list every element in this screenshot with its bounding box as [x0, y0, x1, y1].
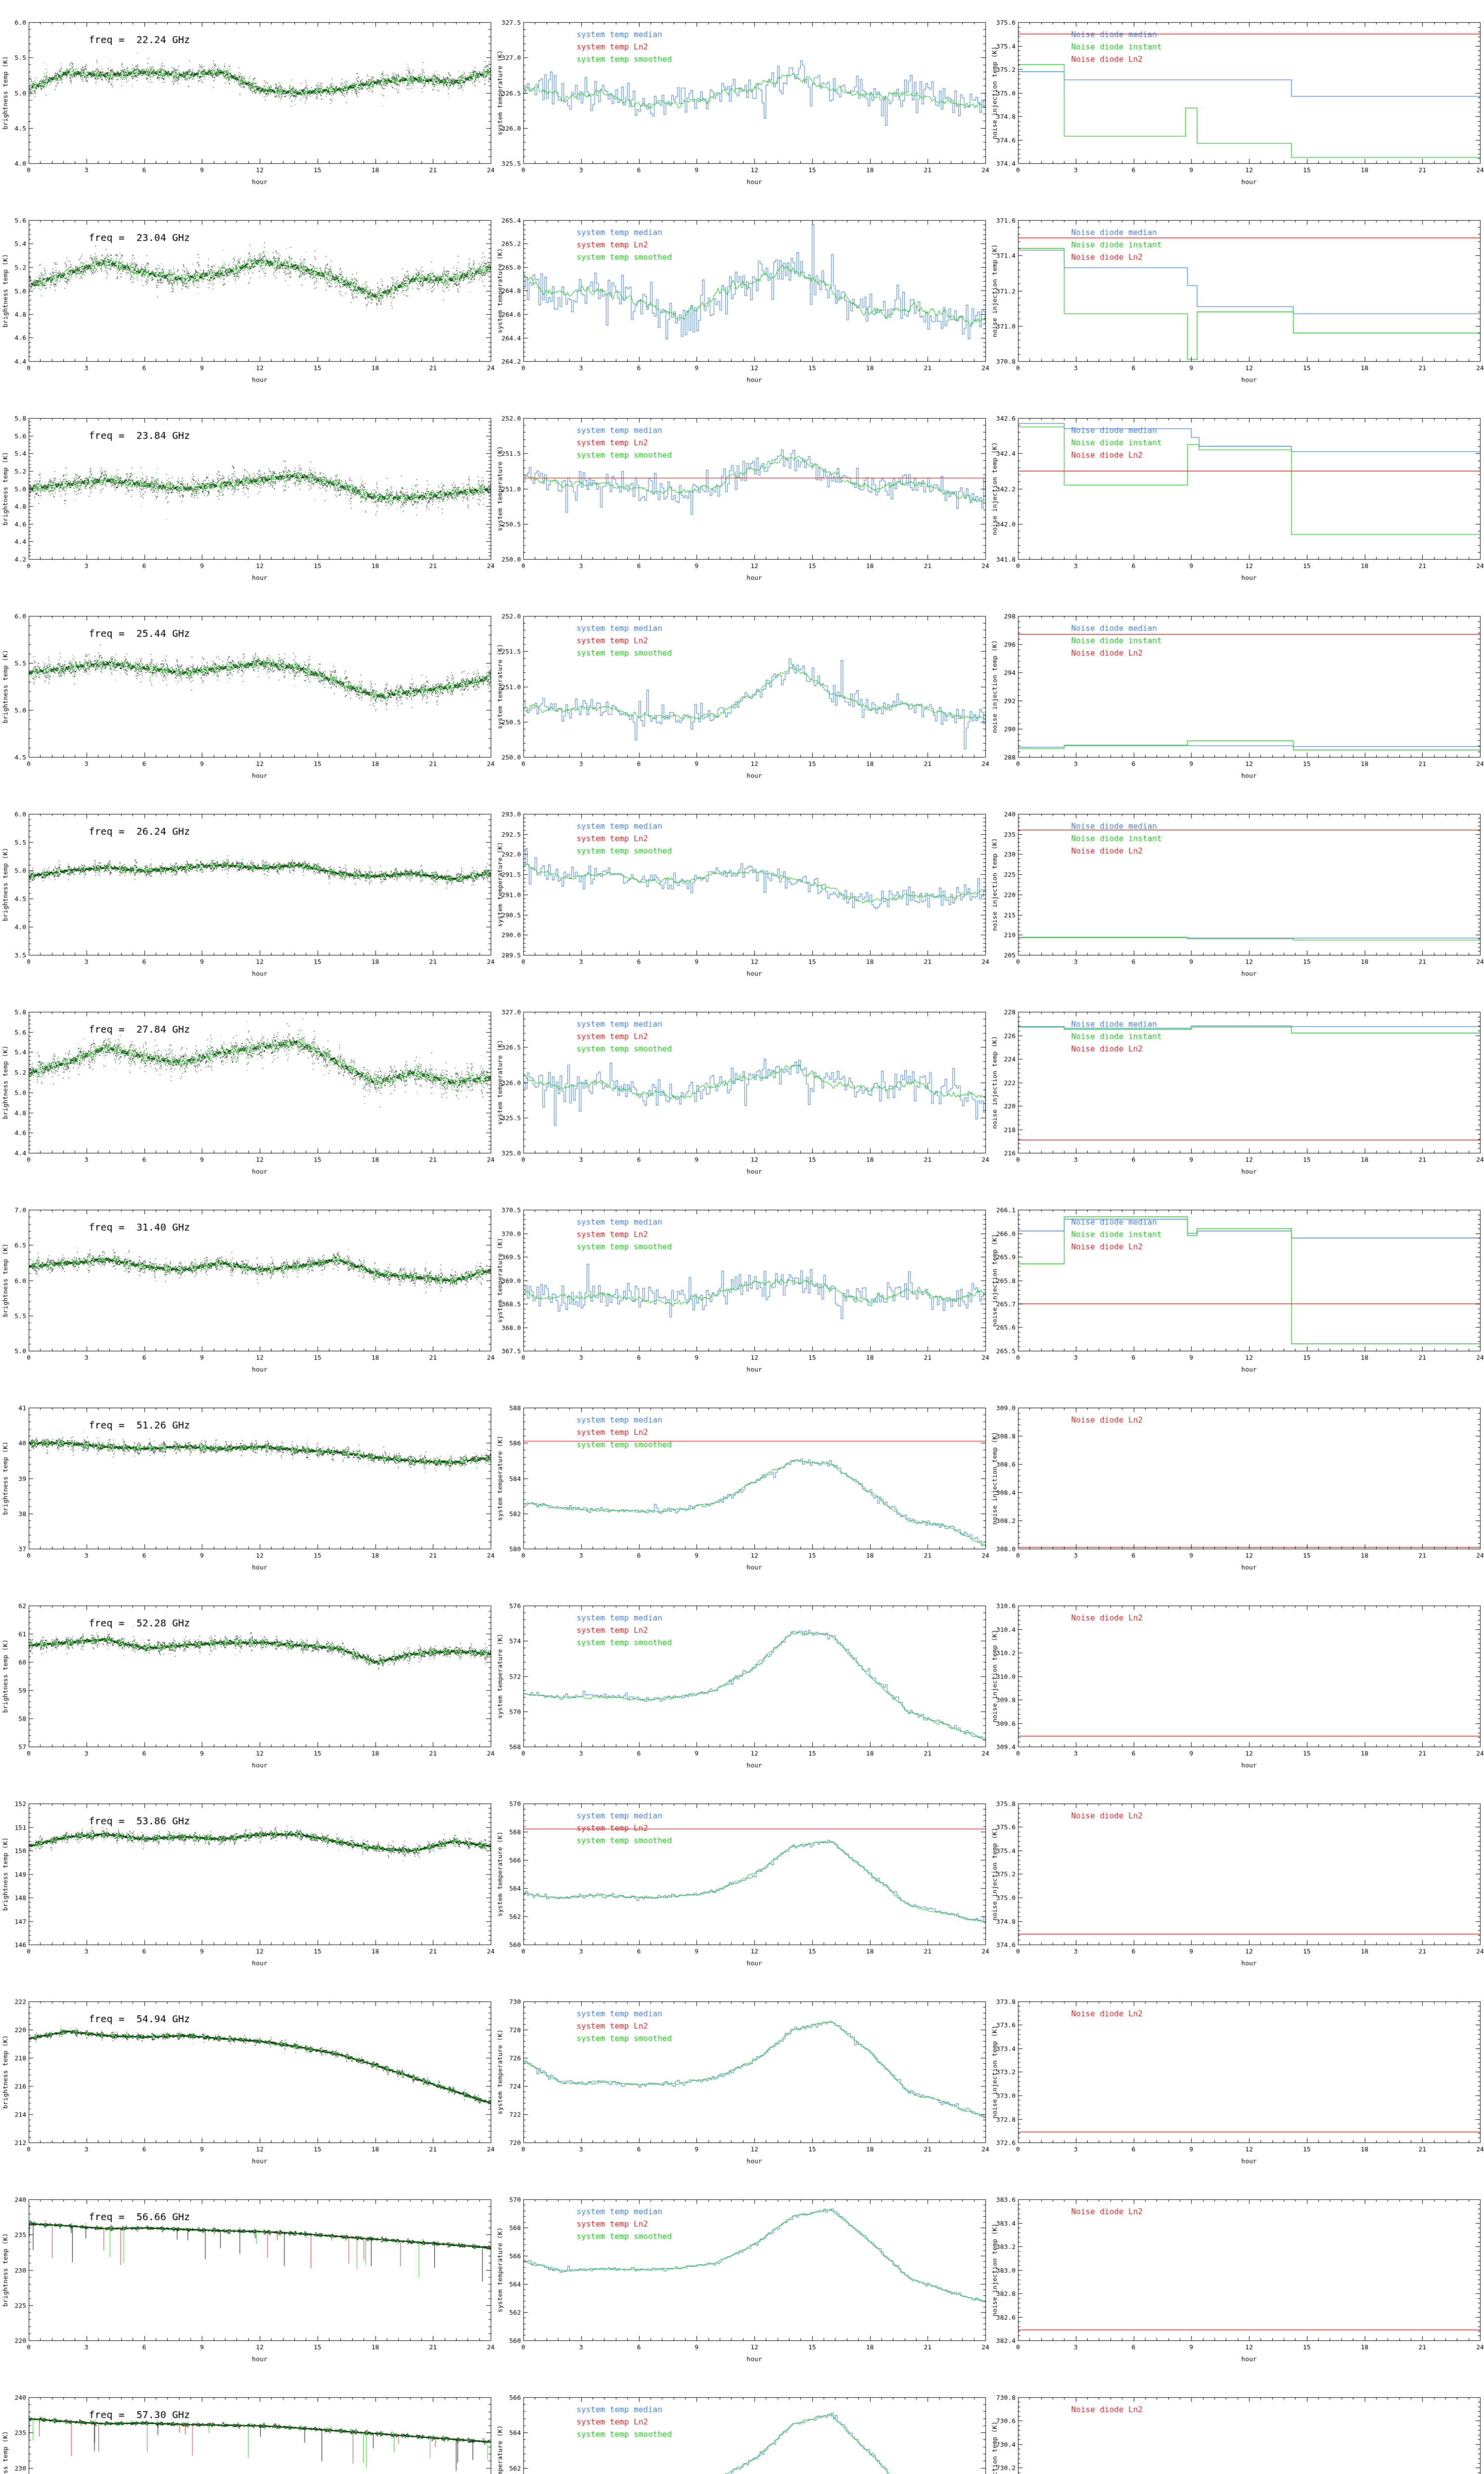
panel-row4-middle — [495, 594, 989, 792]
panel-row8-right-canvas — [989, 1385, 1484, 1583]
panel-row11-right — [989, 1979, 1484, 2177]
panel-row8-middle-canvas — [495, 1385, 989, 1583]
panel-row11-middle-canvas — [495, 1979, 989, 2177]
panel-row4-left — [0, 594, 495, 792]
panel-row7-right-canvas — [989, 1188, 1484, 1385]
panel-row11-right-canvas — [989, 1979, 1484, 2177]
panel-row5-left — [0, 792, 495, 990]
panel-row6-left — [0, 990, 495, 1188]
panel-row13-middle — [495, 2375, 989, 2474]
panel-row12-right — [989, 2177, 1484, 2375]
panel-row6-right — [989, 990, 1484, 1188]
panel-row5-left-canvas — [0, 792, 495, 990]
panel-row12-middle-canvas — [495, 2177, 989, 2375]
panel-row3-right — [989, 396, 1484, 594]
panel-row1-middle — [495, 0, 989, 198]
panel-row11-left — [0, 1979, 495, 2177]
panel-row12-left-canvas — [0, 2177, 495, 2375]
panel-row1-left-canvas — [0, 0, 495, 198]
panel-row5-middle-canvas — [495, 792, 989, 990]
panel-row9-right-canvas — [989, 1583, 1484, 1781]
panel-row9-left-canvas — [0, 1583, 495, 1781]
panel-row7-middle — [495, 1188, 989, 1385]
panel-row2-middle — [495, 198, 989, 396]
panel-row12-left — [0, 2177, 495, 2375]
panel-row7-left-canvas — [0, 1188, 495, 1385]
panel-row6-middle — [495, 990, 989, 1188]
panel-row13-left-canvas — [0, 2375, 495, 2474]
panel-row9-right — [989, 1583, 1484, 1781]
panel-row3-middle-canvas — [495, 396, 989, 594]
panel-row8-right — [989, 1385, 1484, 1583]
panel-row4-left-canvas — [0, 594, 495, 792]
panel-row10-left — [0, 1781, 495, 1979]
panel-row2-middle-canvas — [495, 198, 989, 396]
panel-row2-right-canvas — [989, 198, 1484, 396]
panel-row3-middle — [495, 396, 989, 594]
panel-row5-right — [989, 792, 1484, 990]
panel-row6-middle-canvas — [495, 990, 989, 1188]
panel-row8-middle — [495, 1385, 989, 1583]
panel-row9-left — [0, 1583, 495, 1781]
panel-row12-right-canvas — [989, 2177, 1484, 2375]
panel-row8-left — [0, 1385, 495, 1583]
panel-row13-left — [0, 2375, 495, 2474]
panel-row9-middle — [495, 1583, 989, 1781]
panel-row7-left — [0, 1188, 495, 1385]
panel-row9-middle-canvas — [495, 1583, 989, 1781]
panel-row3-right-canvas — [989, 396, 1484, 594]
panel-row6-left-canvas — [0, 990, 495, 1188]
panel-row10-middle — [495, 1781, 989, 1979]
panel-row1-middle-canvas — [495, 0, 989, 198]
panel-row3-left — [0, 396, 495, 594]
panel-row12-middle — [495, 2177, 989, 2375]
panel-row7-right — [989, 1188, 1484, 1385]
panel-row2-left-canvas — [0, 198, 495, 396]
panel-row10-middle-canvas — [495, 1781, 989, 1979]
panel-row13-middle-canvas — [495, 2375, 989, 2474]
panel-row4-middle-canvas — [495, 594, 989, 792]
panel-row1-left — [0, 0, 495, 198]
panel-row11-middle — [495, 1979, 989, 2177]
panel-row6-right-canvas — [989, 990, 1484, 1188]
panel-row11-left-canvas — [0, 1979, 495, 2177]
panel-row7-middle-canvas — [495, 1188, 989, 1385]
panel-row10-right — [989, 1781, 1484, 1979]
panel-row4-right-canvas — [989, 594, 1484, 792]
panel-row13-right-canvas — [989, 2375, 1484, 2474]
panel-row10-left-canvas — [0, 1781, 495, 1979]
panel-row1-right-canvas — [989, 0, 1484, 198]
panel-row4-right — [989, 594, 1484, 792]
panel-row2-left — [0, 198, 495, 396]
panel-row5-right-canvas — [989, 792, 1484, 990]
panel-row2-right — [989, 198, 1484, 396]
panel-row10-right-canvas — [989, 1781, 1484, 1979]
panel-row8-left-canvas — [0, 1385, 495, 1583]
panel-row5-middle — [495, 792, 989, 990]
panel-row3-left-canvas — [0, 396, 495, 594]
panel-row1-right — [989, 0, 1484, 198]
panel-row13-right — [989, 2375, 1484, 2474]
